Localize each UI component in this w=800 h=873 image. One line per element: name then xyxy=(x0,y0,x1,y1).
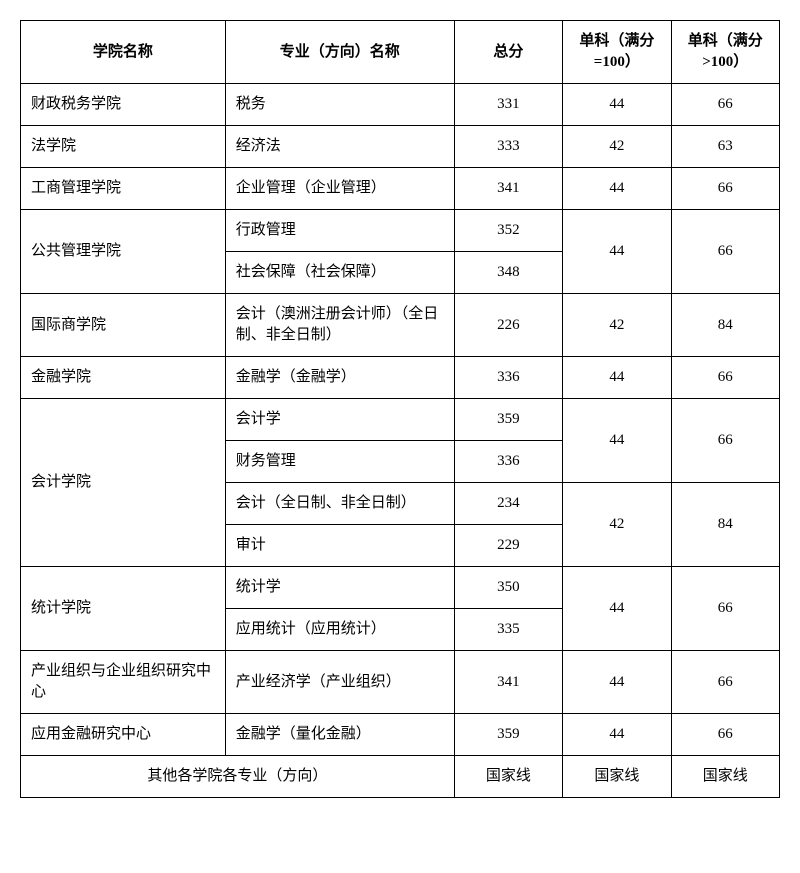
cell-major: 企业管理（企业管理） xyxy=(225,168,454,210)
cell-total: 348 xyxy=(454,252,562,294)
table-row: 会计学院 会计学 359 44 66 xyxy=(21,399,780,441)
header-subject-gt100: 单科（满分>100） xyxy=(671,21,779,84)
cell-college: 会计学院 xyxy=(21,399,226,567)
cell-major: 会计（全日制、非全日制） xyxy=(225,483,454,525)
cell-sgt: 66 xyxy=(671,168,779,210)
header-total: 总分 xyxy=(454,21,562,84)
cell-sgt: 66 xyxy=(671,210,779,294)
cell-s100: 42 xyxy=(563,126,671,168)
cell-total: 229 xyxy=(454,525,562,567)
cell-s100: 44 xyxy=(563,651,671,714)
cell-sgt: 66 xyxy=(671,567,779,651)
cell-college: 法学院 xyxy=(21,126,226,168)
cell-major: 产业经济学（产业组织） xyxy=(225,651,454,714)
cell-s100: 42 xyxy=(563,294,671,357)
cell-total: 234 xyxy=(454,483,562,525)
header-major: 专业（方向）名称 xyxy=(225,21,454,84)
table-row: 工商管理学院 企业管理（企业管理） 341 44 66 xyxy=(21,168,780,210)
cell-s100: 国家线 xyxy=(563,756,671,798)
table-row: 法学院 经济法 333 42 63 xyxy=(21,126,780,168)
cell-major: 财务管理 xyxy=(225,441,454,483)
cell-sgt: 66 xyxy=(671,714,779,756)
cell-s100: 42 xyxy=(563,483,671,567)
cell-sgt: 84 xyxy=(671,483,779,567)
cell-total: 359 xyxy=(454,714,562,756)
table-row: 金融学院 金融学（金融学） 336 44 66 xyxy=(21,357,780,399)
cell-total: 226 xyxy=(454,294,562,357)
cell-major: 经济法 xyxy=(225,126,454,168)
cell-college: 国际商学院 xyxy=(21,294,226,357)
cell-total: 341 xyxy=(454,651,562,714)
table-header-row: 学院名称 专业（方向）名称 总分 单科（满分=100） 单科（满分>100） xyxy=(21,21,780,84)
cell-s100: 44 xyxy=(563,399,671,483)
cell-total: 350 xyxy=(454,567,562,609)
table-row: 其他各学院各专业（方向） 国家线 国家线 国家线 xyxy=(21,756,780,798)
cell-sgt: 国家线 xyxy=(671,756,779,798)
cell-total: 335 xyxy=(454,609,562,651)
admission-score-table: 学院名称 专业（方向）名称 总分 单科（满分=100） 单科（满分>100） 财… xyxy=(20,20,780,798)
cell-major: 行政管理 xyxy=(225,210,454,252)
table-row: 财政税务学院 税务 331 44 66 xyxy=(21,84,780,126)
table-row: 国际商学院 会计（澳洲注册会计师）（全日制、非全日制） 226 42 84 xyxy=(21,294,780,357)
header-college: 学院名称 xyxy=(21,21,226,84)
header-subject-100: 单科（满分=100） xyxy=(563,21,671,84)
cell-other-merged: 其他各学院各专业（方向） xyxy=(21,756,455,798)
cell-s100: 44 xyxy=(563,357,671,399)
cell-s100: 44 xyxy=(563,84,671,126)
cell-sgt: 63 xyxy=(671,126,779,168)
cell-major: 税务 xyxy=(225,84,454,126)
cell-college: 统计学院 xyxy=(21,567,226,651)
cell-major: 社会保障（社会保障） xyxy=(225,252,454,294)
cell-total: 国家线 xyxy=(454,756,562,798)
cell-major: 会计（澳洲注册会计师）（全日制、非全日制） xyxy=(225,294,454,357)
cell-total: 333 xyxy=(454,126,562,168)
cell-major: 统计学 xyxy=(225,567,454,609)
cell-s100: 44 xyxy=(563,168,671,210)
cell-major: 审计 xyxy=(225,525,454,567)
cell-major: 金融学（金融学） xyxy=(225,357,454,399)
cell-s100: 44 xyxy=(563,567,671,651)
cell-college: 应用金融研究中心 xyxy=(21,714,226,756)
cell-total: 359 xyxy=(454,399,562,441)
cell-college: 财政税务学院 xyxy=(21,84,226,126)
cell-s100: 44 xyxy=(563,210,671,294)
cell-total: 331 xyxy=(454,84,562,126)
cell-sgt: 66 xyxy=(671,357,779,399)
cell-total: 352 xyxy=(454,210,562,252)
cell-sgt: 66 xyxy=(671,84,779,126)
cell-total: 336 xyxy=(454,441,562,483)
cell-total: 341 xyxy=(454,168,562,210)
table-row: 统计学院 统计学 350 44 66 xyxy=(21,567,780,609)
cell-major: 应用统计（应用统计） xyxy=(225,609,454,651)
cell-total: 336 xyxy=(454,357,562,399)
cell-college: 金融学院 xyxy=(21,357,226,399)
cell-sgt: 66 xyxy=(671,399,779,483)
cell-major: 会计学 xyxy=(225,399,454,441)
cell-college: 工商管理学院 xyxy=(21,168,226,210)
cell-sgt: 84 xyxy=(671,294,779,357)
cell-s100: 44 xyxy=(563,714,671,756)
table-row: 产业组织与企业组织研究中心 产业经济学（产业组织） 341 44 66 xyxy=(21,651,780,714)
table-row: 公共管理学院 行政管理 352 44 66 xyxy=(21,210,780,252)
cell-sgt: 66 xyxy=(671,651,779,714)
table-row: 应用金融研究中心 金融学（量化金融） 359 44 66 xyxy=(21,714,780,756)
cell-college: 产业组织与企业组织研究中心 xyxy=(21,651,226,714)
cell-college: 公共管理学院 xyxy=(21,210,226,294)
cell-major: 金融学（量化金融） xyxy=(225,714,454,756)
